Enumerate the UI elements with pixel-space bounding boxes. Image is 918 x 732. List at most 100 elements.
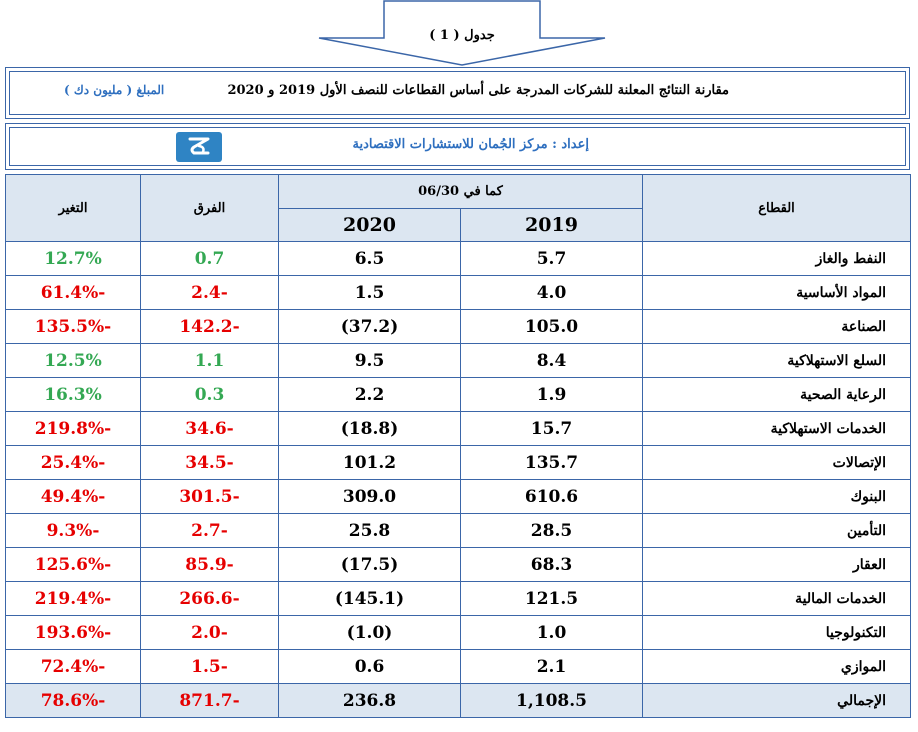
sector-cell: الخدمات المالية xyxy=(642,581,911,616)
sector-cell: التأمين xyxy=(642,513,911,548)
value-2020-cell: (17.5) xyxy=(278,547,461,582)
header-diff: الفرق xyxy=(140,174,279,242)
diff-cell: -34.6 xyxy=(140,411,279,446)
sector-cell: الإجمالي xyxy=(642,683,911,718)
diff-cell: 1.1 xyxy=(140,343,279,378)
value-2020-cell: (37.2) xyxy=(278,309,461,344)
diff-cell: -34.5 xyxy=(140,445,279,480)
value-2019-cell: 135.7 xyxy=(460,445,643,480)
prepared-by-box: إعداد : مركز الجُمان للاستشارات الاقتصاد… xyxy=(5,123,910,170)
diff-cell: 0.3 xyxy=(140,377,279,412)
value-2019-cell: 15.7 xyxy=(460,411,643,446)
diff-cell: -142.2 xyxy=(140,309,279,344)
value-2020-cell: 101.2 xyxy=(278,445,461,480)
value-2019-cell: 8.4 xyxy=(460,343,643,378)
diff-cell: -266.6 xyxy=(140,581,279,616)
header-change: التغير xyxy=(5,174,141,242)
jumana-logo-icon xyxy=(176,132,222,162)
diff-cell: -2.0 xyxy=(140,615,279,650)
value-2020-cell: (1.0) xyxy=(278,615,461,650)
diff-cell: -1.5 xyxy=(140,649,279,684)
change-cell: 12.7% xyxy=(5,241,141,276)
table-row: الإتصالات 135.7 101.2 -34.5 -25.4% xyxy=(5,445,911,480)
change-cell: -135.5% xyxy=(5,309,141,344)
table-row: الخدمات الاستهلاكية 15.7 (18.8) -34.6 -219.8… xyxy=(5,411,911,446)
change-cell: -61.4% xyxy=(5,275,141,310)
value-2020-cell: 236.8 xyxy=(278,683,461,718)
value-2019-cell: 610.6 xyxy=(460,479,643,514)
diff-cell: -2.4 xyxy=(140,275,279,310)
change-cell: -78.6% xyxy=(5,683,141,718)
sector-cell: الموازي xyxy=(642,649,911,684)
table-row: الرعاية الصحية 1.9 2.2 0.3 16.3% xyxy=(5,377,911,412)
value-2020-cell: 1.5 xyxy=(278,275,461,310)
header-sector: القطاع xyxy=(642,174,911,242)
title-box: مقارنة النتائج المعلنة للشركات المدرجة ع… xyxy=(5,67,910,119)
sector-cell: الصناعة xyxy=(642,309,911,344)
value-2019-cell: 28.5 xyxy=(460,513,643,548)
value-2020-cell: 309.0 xyxy=(278,479,461,514)
sector-cell: الرعاية الصحية xyxy=(642,377,911,412)
diff-cell: -2.7 xyxy=(140,513,279,548)
value-2020-cell: 6.5 xyxy=(278,241,461,276)
table-row: الصناعة 105.0 (37.2) -142.2 -135.5% xyxy=(5,309,911,344)
change-cell: -49.4% xyxy=(5,479,141,514)
amount-unit: المبلغ ( مليون دك ) xyxy=(64,83,165,97)
sector-cell: السلع الاستهلاكية xyxy=(642,343,911,378)
value-2020-cell: 25.8 xyxy=(278,513,461,548)
caption-arrow: جدول ( 1 ) xyxy=(318,0,606,66)
change-cell: 16.3% xyxy=(5,377,141,412)
change-cell: -193.6% xyxy=(5,615,141,650)
total-row: الإجمالي 1,108.5 236.8 -871.7 -78.6% xyxy=(5,683,911,718)
diff-cell: -85.9 xyxy=(140,547,279,582)
table-row: الخدمات المالية 121.5 (145.1) -266.6 -219.4% xyxy=(5,581,911,616)
value-2019-cell: 5.7 xyxy=(460,241,643,276)
change-cell: -219.8% xyxy=(5,411,141,446)
value-2020-cell: 9.5 xyxy=(278,343,461,378)
value-2019-cell: 4.0 xyxy=(460,275,643,310)
header-as-of: كما في 06/30 xyxy=(278,174,643,209)
value-2019-cell: 105.0 xyxy=(460,309,643,344)
change-cell: -125.6% xyxy=(5,547,141,582)
table-row: العقار 68.3 (17.5) -85.9 -125.6% xyxy=(5,547,911,582)
change-cell: -72.4% xyxy=(5,649,141,684)
down-arrow-icon xyxy=(318,0,606,66)
value-2019-cell: 2.1 xyxy=(460,649,643,684)
prepared-by: إعداد : مركز الجُمان للاستشارات الاقتصاد… xyxy=(352,137,589,152)
change-cell: -219.4% xyxy=(5,581,141,616)
diff-cell: -871.7 xyxy=(140,683,279,718)
sector-cell: العقار xyxy=(642,547,911,582)
value-2019-cell: 1.0 xyxy=(460,615,643,650)
sector-cell: الخدمات الاستهلاكية xyxy=(642,411,911,446)
sector-cell: المواد الأساسية xyxy=(642,275,911,310)
table-row: النفط والغاز 5.7 6.5 0.7 12.7% xyxy=(5,241,911,276)
table-row: البنوك 610.6 309.0 -301.5 -49.4% xyxy=(5,479,911,514)
sector-cell: الإتصالات xyxy=(642,445,911,480)
header-year-2019: 2019 xyxy=(460,208,643,242)
value-2020-cell: 0.6 xyxy=(278,649,461,684)
report-title: مقارنة النتائج المعلنة للشركات المدرجة ع… xyxy=(227,83,729,98)
diff-cell: 0.7 xyxy=(140,241,279,276)
sector-cell: النفط والغاز xyxy=(642,241,911,276)
value-2019-cell: 1.9 xyxy=(460,377,643,412)
sector-cell: البنوك xyxy=(642,479,911,514)
value-2020-cell: (145.1) xyxy=(278,581,461,616)
header-year-2020: 2020 xyxy=(278,208,461,242)
table-row: التكنولوجيا 1.0 (1.0) -2.0 -193.6% xyxy=(5,615,911,650)
change-cell: 12.5% xyxy=(5,343,141,378)
table-caption: جدول ( 1 ) xyxy=(429,28,495,43)
value-2019-cell: 68.3 xyxy=(460,547,643,582)
value-2019-cell: 1,108.5 xyxy=(460,683,643,718)
sector-results-table: القطاع كما في 06/30 الفرق التغير 2019 20… xyxy=(5,174,911,718)
change-cell: -25.4% xyxy=(5,445,141,480)
table-row: الموازي 2.1 0.6 -1.5 -72.4% xyxy=(5,649,911,684)
table-row: التأمين 28.5 25.8 -2.7 -9.3% xyxy=(5,513,911,548)
value-2020-cell: 2.2 xyxy=(278,377,461,412)
change-cell: -9.3% xyxy=(5,513,141,548)
table-row: السلع الاستهلاكية 8.4 9.5 1.1 12.5% xyxy=(5,343,911,378)
sector-cell: التكنولوجيا xyxy=(642,615,911,650)
diff-cell: -301.5 xyxy=(140,479,279,514)
value-2019-cell: 121.5 xyxy=(460,581,643,616)
value-2020-cell: (18.8) xyxy=(278,411,461,446)
table-row: المواد الأساسية 4.0 1.5 -2.4 -61.4% xyxy=(5,275,911,310)
